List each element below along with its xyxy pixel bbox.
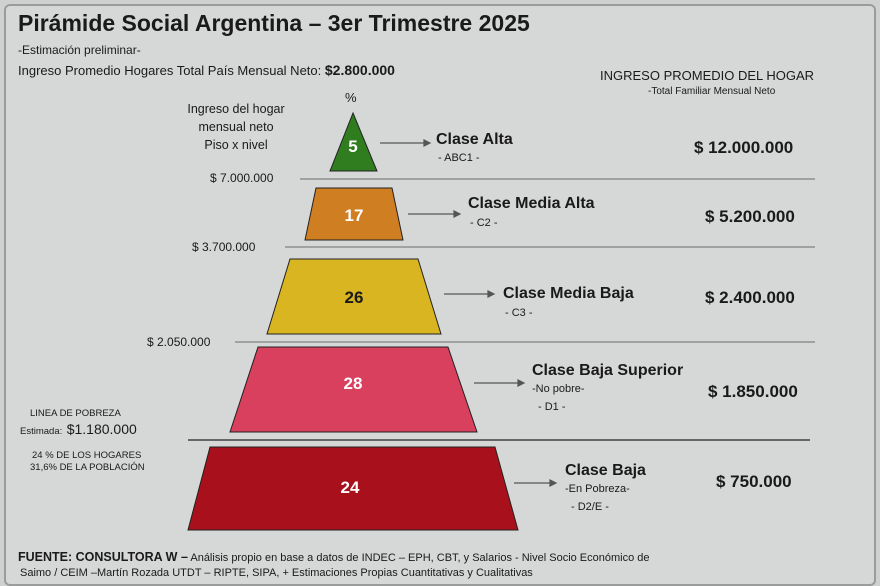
- level-baja-superior: [229, 346, 478, 433]
- source-line-1: FUENTE: CONSULTORA W – Análisis propio e…: [18, 550, 650, 564]
- poverty-households: 24 % DE LOS HOGARES: [32, 450, 142, 461]
- avg-income: Ingreso Promedio Hogares Total País Mens…: [18, 62, 395, 78]
- percent-alta: 5: [348, 137, 358, 156]
- subtitle: -Estimación preliminar-: [18, 43, 141, 57]
- left-header-line: mensual neto: [198, 120, 274, 134]
- class-label: Clase Baja Superior -No pobre- - D1 -: [532, 362, 683, 416]
- threshold-label: $ 7.000.000: [210, 171, 274, 185]
- poverty-line-value: Estimada: $1.180.000: [20, 421, 137, 439]
- percent-baja: 24: [340, 478, 360, 497]
- class-code: -No pobre-: [532, 383, 585, 395]
- source-text: Análisis propio en base a datos de INDEC…: [190, 552, 650, 564]
- percent-baja-superior: 28: [343, 374, 363, 393]
- income-media-baja: $ 2.400.000: [705, 288, 795, 307]
- poverty-value: $1.180.000: [66, 421, 137, 437]
- source-bold: FUENTE: CONSULTORA W –: [18, 550, 188, 564]
- class-code: - C3 -: [505, 307, 533, 319]
- threshold-label: $ 2.050.000: [147, 335, 211, 349]
- poverty-est-label: Estimada:: [20, 426, 63, 437]
- poverty-population: 31,6% DE LA POBLACIÓN: [30, 462, 145, 473]
- class-code: - D1 -: [538, 401, 566, 413]
- class-code: - D2/E -: [571, 501, 609, 513]
- percent-symbol: %: [345, 90, 357, 105]
- class-label: Clase Media Baja - C3 -: [503, 285, 634, 319]
- level-media-alta: [304, 187, 404, 241]
- class-name: Clase Alta: [436, 131, 513, 148]
- level-baja: [187, 446, 519, 531]
- class-label: Clase Alta - ABC1 -: [436, 131, 513, 164]
- class-code: - C2 -: [470, 217, 498, 229]
- left-header: Ingreso del hogar mensual neto Piso x ni…: [166, 100, 306, 154]
- income-baja: $ 750.000: [716, 472, 792, 491]
- class-name: Clase Media Alta: [468, 195, 595, 212]
- page-title: Pirámide Social Argentina – 3er Trimestr…: [18, 10, 530, 36]
- class-code: -En Pobreza-: [565, 483, 630, 495]
- right-header: INGRESO PROMEDIO DEL HOGAR: [600, 68, 815, 83]
- poverty-line-label: LINEA DE POBREZA: [30, 408, 121, 419]
- source-line-2: Saimo / CEIM –Martín Rozada UTDT – RIPTE…: [20, 567, 533, 579]
- income-media-alta: $ 5.200.000: [705, 207, 795, 226]
- class-label: Clase Media Alta - C2 -: [468, 195, 595, 229]
- class-name: Clase Baja: [565, 462, 646, 479]
- arrows: [380, 139, 558, 487]
- avg-income-label: Ingreso Promedio Hogares Total País Mens…: [18, 63, 322, 78]
- percent-media-baja: 26: [344, 288, 364, 307]
- left-header-line: Piso x nivel: [204, 138, 268, 152]
- class-label: Clase Baja -En Pobreza- - D2/E -: [565, 462, 646, 516]
- class-name: Clase Baja Superior: [532, 362, 684, 379]
- right-subheader: -Total Familiar Mensual Neto: [648, 86, 776, 97]
- income-baja-superior: $ 1.850.000: [708, 382, 798, 401]
- percent-media-alta: 17: [344, 206, 364, 225]
- level-alta: [329, 111, 378, 172]
- level-media-baja: [266, 258, 442, 335]
- avg-income-value: $2.800.000: [324, 62, 395, 78]
- left-header-line: Ingreso del hogar: [187, 102, 285, 116]
- class-code: - ABC1 -: [438, 152, 480, 164]
- threshold-label: $ 3.700.000: [192, 240, 256, 254]
- income-alta: $ 12.000.000: [694, 138, 794, 157]
- class-name: Clase Media Baja: [503, 285, 634, 302]
